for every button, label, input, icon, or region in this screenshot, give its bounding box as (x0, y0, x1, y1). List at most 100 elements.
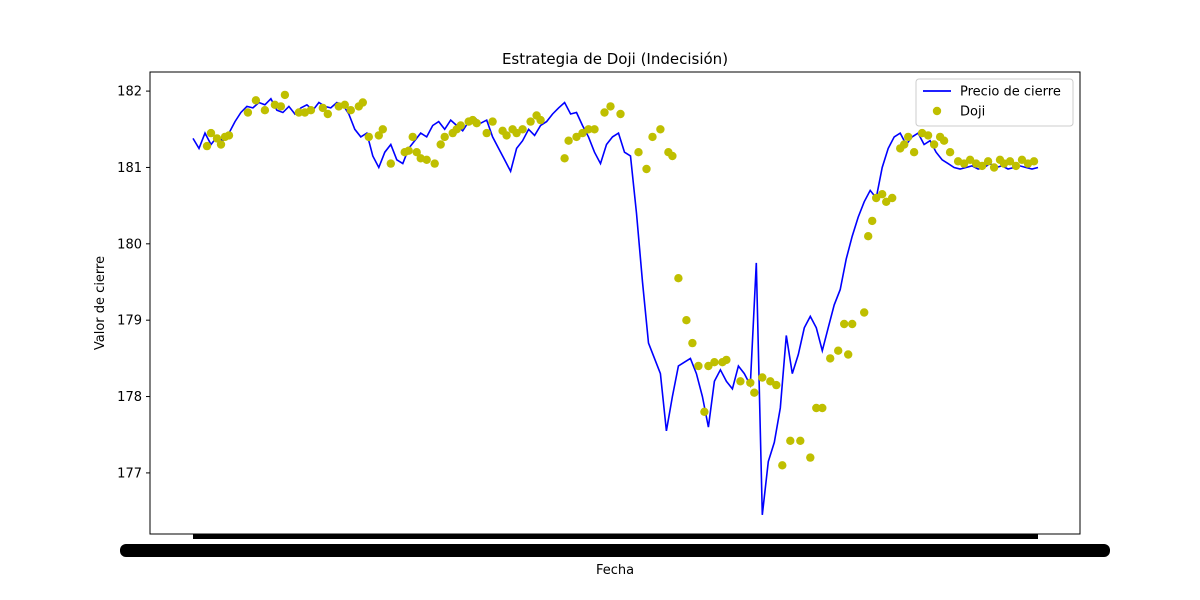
doji-point (564, 136, 573, 145)
plot-area (192, 90, 1039, 515)
doji-point (923, 131, 933, 140)
chart-title: Estrategia de Doji (Indecisión) (502, 50, 728, 68)
y-tick-label: 178 (117, 390, 142, 405)
doji-point (786, 436, 795, 445)
doji-point (404, 146, 413, 155)
doji-point (634, 148, 643, 157)
doji-point (778, 461, 787, 470)
doji-point (606, 102, 615, 111)
doji-point (688, 338, 697, 348)
doji-point (526, 117, 535, 126)
doji-point (929, 140, 939, 149)
doji-point (868, 216, 877, 226)
doji-point (294, 108, 304, 117)
doji-point (772, 380, 781, 390)
doji-point (840, 319, 849, 329)
doji-point (834, 346, 843, 355)
doji-point (872, 193, 881, 203)
y-axis-label: Valor de cierre (93, 256, 108, 350)
doji-point (346, 106, 355, 115)
doji-point (746, 378, 755, 387)
doji-point (1017, 155, 1027, 164)
doji-point (983, 157, 993, 166)
doji-point (318, 103, 327, 113)
x-tick-marks (193, 534, 1038, 539)
x-tick-labels-overlapped (120, 544, 1110, 557)
doji-point (977, 161, 987, 171)
series-line-precio-de-cierre (192, 97, 1039, 515)
y-tick-label: 182 (117, 85, 142, 100)
doji-point (766, 377, 775, 386)
doji-point (710, 358, 719, 367)
doji-point (482, 128, 491, 138)
doji-point (1029, 157, 1039, 166)
doji-point (812, 403, 821, 413)
doji-point (560, 154, 569, 163)
plot-background (149, 71, 1081, 535)
doji-point (260, 106, 270, 115)
y-tick-label: 179 (117, 314, 142, 329)
doji-point (518, 125, 527, 134)
doji-point (430, 159, 439, 168)
doji-point (848, 319, 857, 329)
doji-point (323, 109, 332, 119)
doji-point (909, 148, 919, 157)
doji-point (939, 136, 949, 145)
legend-doji-swatch (932, 106, 942, 116)
doji-point (806, 453, 815, 462)
doji-point (408, 132, 417, 142)
doji-point (206, 128, 216, 138)
doji-point (456, 121, 465, 130)
doji-point (436, 140, 445, 149)
doji-point (364, 132, 373, 142)
doji-point (422, 155, 431, 164)
y-tick-label: 180 (117, 237, 142, 252)
doji-point (796, 436, 805, 445)
doji-point (280, 90, 290, 100)
doji-point (860, 308, 869, 317)
doji-point (758, 373, 767, 382)
doji-point (682, 316, 691, 325)
doji-point (616, 109, 625, 119)
doji-point (340, 100, 349, 110)
x-axis (120, 534, 1110, 557)
doji-point (882, 197, 891, 206)
doji-point (276, 102, 286, 111)
legend-label-line: Precio de cierre (960, 85, 1061, 100)
doji-point (412, 148, 421, 157)
doji-point (584, 125, 593, 134)
doji-point (704, 361, 713, 371)
y-tick-label: 177 (117, 466, 142, 481)
doji-point (642, 164, 651, 174)
x-axis-label: Fecha (596, 563, 634, 578)
doji-point (900, 140, 909, 149)
doji-point (694, 361, 703, 371)
y-tick-label: 181 (117, 161, 142, 176)
doji-point (818, 403, 827, 413)
doji-point (878, 190, 887, 199)
doji-point (472, 119, 481, 128)
doji-point (251, 96, 261, 105)
doji-point (578, 128, 587, 138)
doji-point (1011, 161, 1021, 171)
doji-point (440, 132, 449, 142)
doji-point (572, 132, 581, 142)
legend-label-doji: Doji (960, 105, 985, 120)
doji-point (989, 163, 999, 172)
doji-point (959, 159, 969, 168)
doji-point (243, 108, 253, 117)
doji-point (202, 141, 212, 151)
doji-point (600, 108, 609, 117)
y-axis: 177 178 179 180 181 182 (117, 85, 150, 481)
doji-point (700, 407, 709, 416)
doji-point (358, 98, 367, 107)
doji-point (965, 155, 975, 164)
doji-point (306, 106, 316, 115)
doji-point (590, 125, 599, 134)
doji-point (224, 131, 234, 140)
doji-point (536, 115, 545, 125)
doji-point (656, 125, 665, 134)
doji-point (864, 232, 873, 241)
doji-point (736, 377, 745, 386)
